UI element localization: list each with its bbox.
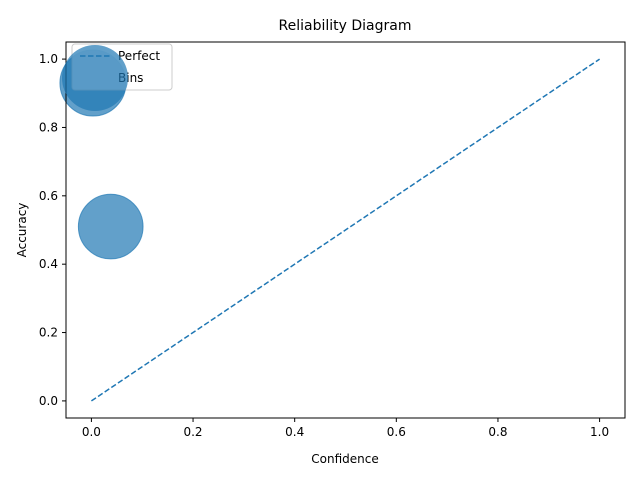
y-tick-label: 1.0 [39,52,58,66]
y-tick-label: 0.2 [39,326,58,340]
legend-bins-swatch [62,45,128,111]
legend-perfect-label: Perfect [118,49,160,63]
x-tick-label: 0.2 [183,425,202,439]
y-tick-label: 0.0 [39,394,58,408]
chart-title: Reliability Diagram [279,18,412,34]
x-tick-label: 1.0 [590,425,609,439]
bin-point-2 [77,193,144,260]
y-tick-label: 0.8 [39,120,58,134]
x-tick-label: 0.0 [82,425,101,439]
y-tick-label: 0.6 [39,189,58,203]
y-axis-ticks: 0.0 0.2 0.4 0.6 0.8 1.0 [39,52,66,408]
perfect-calibration-line [90,58,601,402]
legend: Perfect Bins [62,43,173,111]
plot-frame [65,41,626,419]
y-axis-label: Accuracy [15,203,29,258]
x-tick-label: 0.6 [387,425,406,439]
x-tick-label: 0.4 [285,425,304,439]
x-axis-label: Confidence [311,452,378,466]
x-axis-ticks: 0.0 0.2 0.4 0.6 0.8 1.0 [82,418,609,439]
y-tick-label: 0.4 [39,257,58,271]
x-tick-label: 0.8 [488,425,507,439]
series-layer [59,49,601,402]
